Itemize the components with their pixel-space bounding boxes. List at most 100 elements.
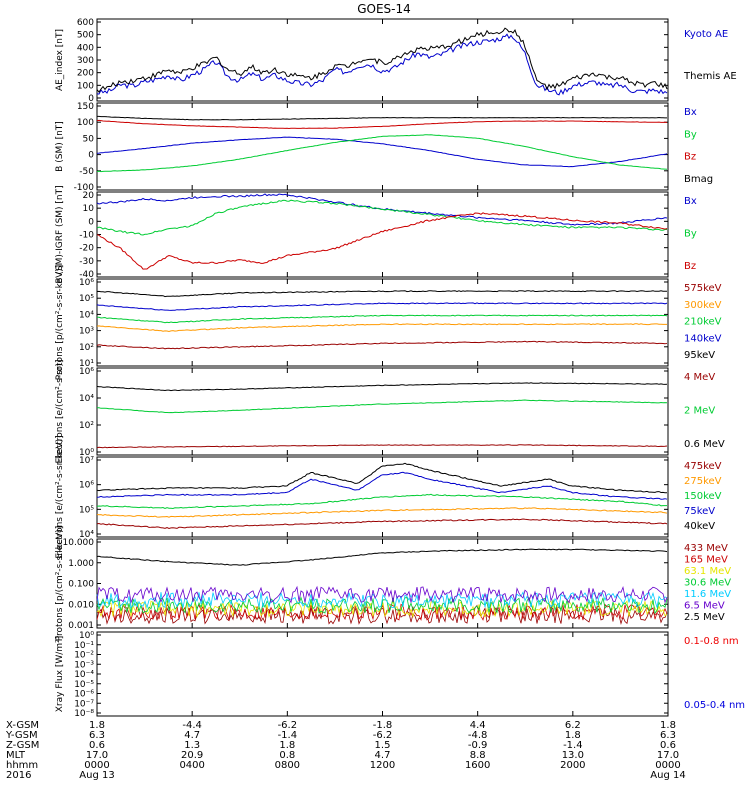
series-line-Bmag <box>97 115 667 121</box>
ephem-row-label: MLT <box>6 750 26 761</box>
panel-xray: Xray Flux [W/m²] 10⁰10⁻¹10⁻²10⁻³10⁻⁴10⁻⁵1… <box>55 631 745 719</box>
y-tick-label: 10⁵ <box>79 505 94 515</box>
ephem-value: -4.8 <box>468 730 488 741</box>
legend-label: Bmag <box>684 174 713 185</box>
ephem-value: 0400 <box>179 760 204 771</box>
ephem-value: 1.8 <box>565 730 581 741</box>
legend-label: Bz <box>684 261 696 272</box>
legend-label: Themis AE <box>683 71 737 82</box>
panel-electrons_high: Electrons [e/(cm²-s-sr)] 10⁶ 10⁴ 10² 10⁰ 4 Me… <box>55 360 725 464</box>
ephem-value: -1.4 <box>278 730 298 741</box>
ephem-value: 1.8 <box>89 720 105 731</box>
y-tick-label: -20 <box>79 244 94 254</box>
ephem-value: 20.9 <box>181 750 203 761</box>
ephem-value: 0000 <box>655 760 680 771</box>
legend-label: 63.1 MeV <box>684 566 731 577</box>
y-tick-label: 10⁷ <box>79 456 94 466</box>
ephem-value: 17.0 <box>657 750 679 761</box>
y-tick-label: 100 <box>77 81 94 91</box>
series-line-75keV <box>96 471 668 500</box>
ephem-value: 6.3 <box>89 730 105 741</box>
series-line-Kyoto-AE <box>96 33 668 96</box>
legend-label: Bx <box>684 107 697 118</box>
ephem-value: -1.4 <box>563 740 583 751</box>
series-line-275keV <box>96 507 668 518</box>
legend-label: Bx <box>684 196 697 207</box>
y-tick-label: 10⁻⁶ <box>74 690 94 700</box>
panel-ae_index: AE_index [nT] 600 500 400 300 200 100 0 Kyoto AE… <box>55 18 737 104</box>
ephem-value: 4.7 <box>184 730 200 741</box>
series-line-2.5-MeV <box>96 548 668 566</box>
ephem-row-label: hhmm <box>6 760 38 771</box>
y-tick-label: 400 <box>77 43 94 53</box>
panel-b_minus_igrf: B (SM)-IGRF (SM) [nT] 20 10 0 -10 -20 -30 -40 Bx… <box>55 185 697 283</box>
series-line-2-MeV <box>96 399 668 414</box>
y-tick-label: 10⁻⁵ <box>74 680 94 690</box>
ephem-value: 6.2 <box>565 720 581 731</box>
legend-label: 4 MeV <box>684 372 715 383</box>
series-line-95keV <box>96 290 668 298</box>
ephem-value: 1600 <box>465 760 490 771</box>
legend-label: By <box>684 229 697 240</box>
ephem-value: 1.3 <box>184 740 200 751</box>
y-tick-label: 0 <box>88 94 94 104</box>
ephem-value: -1.8 <box>373 720 393 731</box>
y-tick-label: 20 <box>83 191 95 201</box>
y-axis-label: B (SM) [nT] <box>55 121 65 172</box>
y-tick-label: 0 <box>88 151 94 161</box>
y-tick-label: 10⁻² <box>74 651 94 661</box>
y-tick-label: 10³ <box>79 327 94 337</box>
ephem-value: -4.4 <box>182 720 202 731</box>
y-tick-label: 100 <box>77 118 94 128</box>
y-tick-label: 10⁶ <box>79 367 94 377</box>
y-tick-label: -40 <box>79 270 94 280</box>
y-tick-label: 10¹ <box>79 359 94 369</box>
y-tick-label: 600 <box>77 18 94 28</box>
legend-label: 165 MeV <box>684 555 728 566</box>
legend-label: 575keV <box>684 283 722 294</box>
series-line-210keV <box>96 314 668 324</box>
legend-label: Bz <box>684 152 696 163</box>
legend-label: 2.5 MeV <box>684 612 725 623</box>
y-tick-label: 500 <box>77 31 94 41</box>
legend-label: 433 MeV <box>684 543 728 554</box>
ephem-value: 1.8 <box>279 740 295 751</box>
legend-label: 11.6 MeV <box>684 589 731 600</box>
ephem-value: -6.2 <box>278 720 298 731</box>
y-tick-label: 10⁴ <box>79 394 94 404</box>
panel-electrons_low: Electrons [e/(cm²-s-sr-keV)] 10⁷ 10⁶ 10⁵ 10⁴… <box>55 435 722 558</box>
y-tick-label: 50 <box>83 134 95 144</box>
series-line-By <box>96 199 667 236</box>
y-tick-label: -100 <box>74 183 95 193</box>
panel-frame <box>96 102 669 191</box>
panel-frame <box>96 367 669 456</box>
ephem-value: 0800 <box>275 760 300 771</box>
ephem-value: -6.2 <box>373 730 393 741</box>
series-line-150keV <box>96 493 667 510</box>
ephem-value: 0.6 <box>89 740 105 751</box>
series-line-300keV <box>96 323 667 333</box>
legend-label: 75keV <box>684 506 715 517</box>
series-line-40keV <box>96 462 668 494</box>
panel-b_sm: B (SM) [nT] 150 100 50 0 -50 -100 Bx By Bz Bmag <box>55 102 713 193</box>
ephem-value: 17.0 <box>86 750 108 761</box>
series-line-Bz <box>96 212 668 270</box>
ephem-value: Aug 13 <box>79 770 114 781</box>
y-tick-label: 0.001 <box>68 621 94 631</box>
y-tick-label: 150 <box>77 102 94 112</box>
y-tick-label: 10⁶ <box>79 481 94 491</box>
y-axis-label: Xray Flux [W/m²] <box>55 636 65 712</box>
series-line-475keV <box>96 518 668 530</box>
y-axis-label: Protons [p/(cm²-s-sr-keV)] <box>55 526 65 642</box>
legend-label: 0.05-0.4 nm <box>684 700 745 711</box>
ephem-value: 0000 <box>84 760 109 771</box>
y-axis-label: Protons [p/(cm²-s-sr-keV)] <box>55 265 65 381</box>
y-tick-label: 10⁰ <box>79 448 94 458</box>
legend-label: By <box>684 129 697 140</box>
legend-label: 30.6 MeV <box>684 578 731 589</box>
y-tick-label: 10 <box>83 204 95 214</box>
panel-protons_high: Protons [p/(cm²-s-sr-keV)]10.000 1.000 0.1… <box>55 526 731 642</box>
series-line-433-MeV <box>96 606 668 626</box>
ephem-value: 0.8 <box>279 750 295 761</box>
